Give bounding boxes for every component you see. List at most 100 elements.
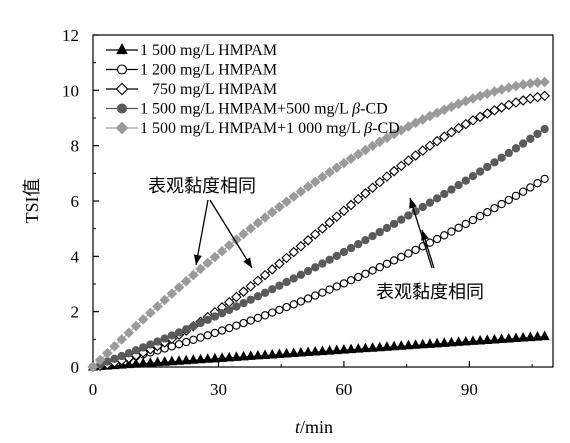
data-point	[446, 101, 457, 112]
legend-label: 1 200 mg/L HMPAM	[140, 62, 277, 79]
data-point	[468, 215, 478, 225]
data-point	[145, 307, 156, 319]
data-point	[424, 338, 435, 348]
data-point	[533, 179, 542, 188]
data-point	[468, 171, 478, 181]
data-point	[410, 117, 421, 129]
data-point	[94, 354, 106, 366]
data-point	[196, 318, 205, 328]
data-point	[510, 80, 522, 92]
data-point	[174, 328, 184, 337]
data-point	[275, 281, 284, 290]
data-point	[159, 294, 170, 306]
data-point	[217, 326, 227, 335]
data-point	[482, 108, 493, 119]
y-tick-label: 10	[62, 81, 79, 100]
data-point	[460, 118, 472, 130]
x-axis-title: t/min	[295, 417, 333, 437]
data-point	[159, 356, 170, 366]
data-point	[424, 110, 436, 122]
data-point	[540, 124, 549, 134]
data-point	[189, 322, 198, 331]
data-point	[311, 291, 320, 300]
data-point	[539, 90, 550, 102]
data-point	[252, 275, 264, 287]
legend-label: 1 500 mg/L HMPAM	[140, 42, 277, 59]
data-point	[525, 331, 536, 342]
data-point	[410, 339, 421, 349]
data-point	[324, 217, 335, 228]
data-point	[266, 206, 278, 218]
data-point	[397, 252, 406, 262]
legend-label-italic: β	[363, 120, 372, 137]
data-point	[309, 229, 321, 240]
data-point	[109, 340, 120, 352]
data-point	[274, 201, 285, 213]
data-point	[210, 312, 220, 321]
data-point	[146, 340, 155, 349]
data-point	[440, 231, 449, 240]
legend-label: 750 mg/L HMPAM	[140, 81, 277, 98]
data-point	[231, 291, 242, 303]
data-point	[166, 288, 178, 299]
data-point	[489, 333, 500, 344]
data-point	[496, 102, 507, 113]
legend-label-text: 1 500 mg/L HMPAM	[140, 42, 277, 59]
data-point	[474, 111, 486, 123]
data-point	[483, 207, 492, 217]
data-point	[331, 211, 343, 222]
data-point	[375, 227, 384, 237]
data-point	[467, 335, 478, 345]
data-point	[352, 193, 364, 205]
data-point	[130, 358, 142, 368]
axes: 0 30 60 90 0 2 4 6 8 10 12 t/min TSI值	[22, 26, 554, 437]
data-point	[467, 115, 479, 126]
data-point	[447, 227, 456, 236]
data-point	[395, 124, 407, 136]
annotation-arrow-2-head	[243, 257, 252, 268]
data-point	[310, 346, 321, 356]
data-point	[182, 325, 191, 334]
legend-label-suffix: -CD	[360, 101, 388, 118]
legend-label-text: 1 200 mg/L HMPAM	[140, 62, 277, 79]
data-point	[253, 292, 263, 301]
legend-item-1: 1 500 mg/L HMPAM	[106, 42, 277, 59]
data-point	[403, 339, 414, 350]
data-point	[202, 353, 213, 363]
data-point	[302, 235, 314, 246]
data-point	[526, 183, 535, 192]
data-point	[440, 189, 449, 199]
data-point	[511, 191, 521, 200]
y-axis-title: TSI值	[22, 179, 42, 224]
data-point	[432, 234, 442, 244]
legend: 1 500 mg/L HMPAM 1 200 mg/L HMPAM 750 mg/…	[106, 42, 400, 137]
data-point	[460, 95, 472, 107]
data-point	[504, 148, 513, 158]
data-point	[360, 342, 371, 353]
annotation-upper: 表观黏度相同	[148, 176, 256, 197]
data-point	[339, 247, 349, 257]
data-point	[404, 211, 413, 220]
data-point	[268, 308, 277, 317]
data-point	[295, 240, 307, 252]
data-point	[303, 266, 313, 276]
data-point	[345, 199, 357, 211]
data-point	[216, 245, 228, 257]
data-point	[361, 269, 370, 278]
data-point	[475, 334, 486, 345]
data-point	[288, 347, 299, 358]
data-point	[188, 354, 199, 364]
data-point	[332, 282, 341, 291]
data-point	[533, 129, 542, 139]
data-point	[454, 223, 463, 232]
data-point	[102, 347, 113, 359]
data-point	[225, 323, 234, 333]
data-point	[259, 269, 271, 281]
y-tick-label: 2	[71, 303, 80, 322]
legend-item-2: 1 200 mg/L HMPAM	[106, 62, 277, 79]
data-point	[123, 327, 135, 338]
data-point	[418, 202, 427, 212]
data-point	[432, 194, 442, 203]
data-point	[539, 330, 550, 341]
data-point	[311, 263, 320, 272]
